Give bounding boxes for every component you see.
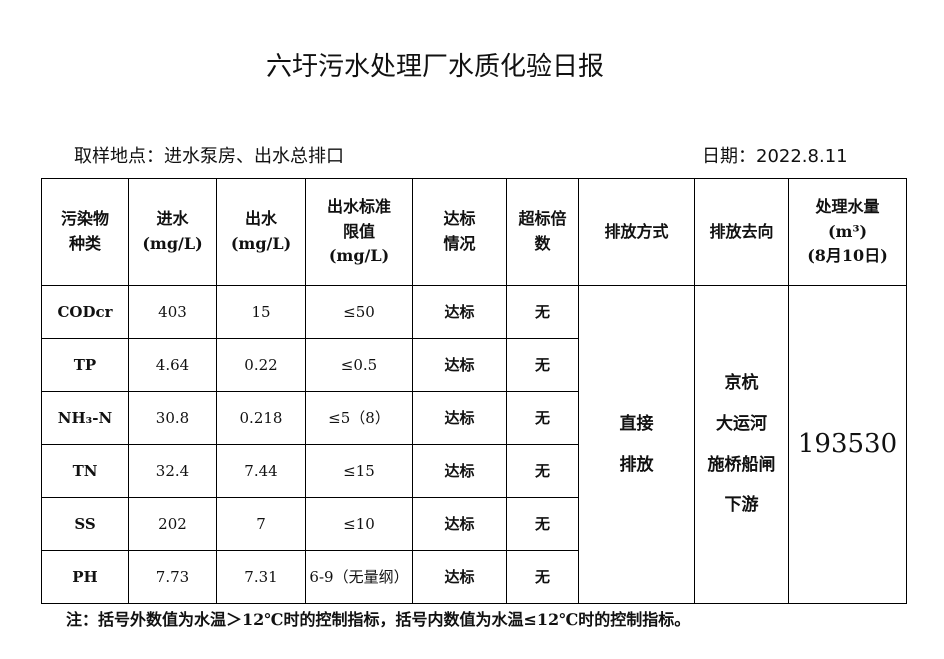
cell-effluent: 0.22 [216,338,306,392]
cell-influent: 202 [128,497,217,551]
cell-effluent: 7 [216,497,306,551]
cell-exceed: 无 [506,338,579,392]
cell-influent: 32.4 [128,444,217,498]
column-header: 处理水量 (m³) (8月10日) [788,178,907,286]
cell-status: 达标 [412,391,507,445]
discharge-destination: 京杭 大运河 施桥船闸 下游 [694,285,789,604]
treated-volume: 193530 [788,285,907,604]
cell-influent: 30.8 [128,391,217,445]
cell-status: 达标 [412,497,507,551]
table-row: TN 32.4 7.44 ≤15 达标无 [41,444,907,498]
cell-exceed: 无 [506,391,579,445]
cell-limit: 6-9（无量纲） [305,550,413,604]
discharge-method: 直接 排放 [578,285,695,604]
column-header: 出水 (mg/L) [216,178,306,286]
column-header: 达标 情况 [412,178,507,286]
column-header: 污染物 种类 [41,178,129,286]
cell-status: 达标 [412,285,507,339]
cell-status: 达标 [412,444,507,498]
cell-exceed: 无 [506,497,579,551]
cell-status: 达标 [412,550,507,604]
cell-limit: ≤0.5 [305,338,413,392]
cell-limit: ≤50 [305,285,413,339]
cell-effluent: 0.218 [216,391,306,445]
cell-limit: ≤10 [305,497,413,551]
table-row: TP 4.64 0.22 ≤0.5 达标无 [41,338,907,392]
cell-pollutant: NH₃-N [41,391,129,445]
cell-pollutant: PH [41,550,129,604]
cell-pollutant: CODcr [41,285,129,339]
column-header: 进水 (mg/L) [128,178,217,286]
cell-influent: 4.64 [128,338,217,392]
cell-exceed: 无 [506,444,579,498]
cell-pollutant: SS [41,497,129,551]
cell-exceed: 无 [506,550,579,604]
cell-effluent: 15 [216,285,306,339]
cell-pollutant: TN [41,444,129,498]
column-header: 超标倍 数 [506,178,579,286]
table-row: NH₃-N 30.8 0.218 ≤5（8） 达标无 [41,391,907,445]
table-row: PH 7.73 7.31 6-9（无量纲） 达标无 [41,550,907,604]
cell-effluent: 7.44 [216,444,306,498]
cell-exceed: 无 [506,285,579,339]
report-date: 日期：2022.8.11 [702,146,848,167]
header-row: 污染物 种类 进水 (mg/L) 出水 (mg/L) 出水标准 限值 (mg/L) 达标… [41,178,907,286]
cell-pollutant: TP [41,338,129,392]
footnote: 注：括号外数值为水温＞12℃时的控制指标，括号内数值为水温≤12℃时的控制指标。 [66,610,691,629]
report-title: 六圩污水处理厂水质化验日报 [265,52,604,82]
water-quality-table: 污染物 种类 进水 (mg/L) 出水 (mg/L) 出水标准 限值 (mg/L) 达标… [41,178,907,604]
column-header: 排放方式 [578,178,695,286]
cell-limit: ≤15 [305,444,413,498]
cell-status: 达标 [412,338,507,392]
cell-limit: ≤5（8） [305,391,413,445]
cell-effluent: 7.31 [216,550,306,604]
cell-influent: 403 [128,285,217,339]
column-header: 出水标准 限值 (mg/L) [305,178,413,286]
table-row: CODcr 403 15 ≤50 达标无直接 排放 京杭 大运河 施桥船闸 下游 19353… [41,285,907,604]
table-row: SS 202 7 ≤10 达标无 [41,497,907,551]
column-header: 排放去向 [694,178,789,286]
cell-influent: 7.73 [128,550,217,604]
sampling-location: 取样地点：进水泵房、出水总排口 [74,146,344,167]
